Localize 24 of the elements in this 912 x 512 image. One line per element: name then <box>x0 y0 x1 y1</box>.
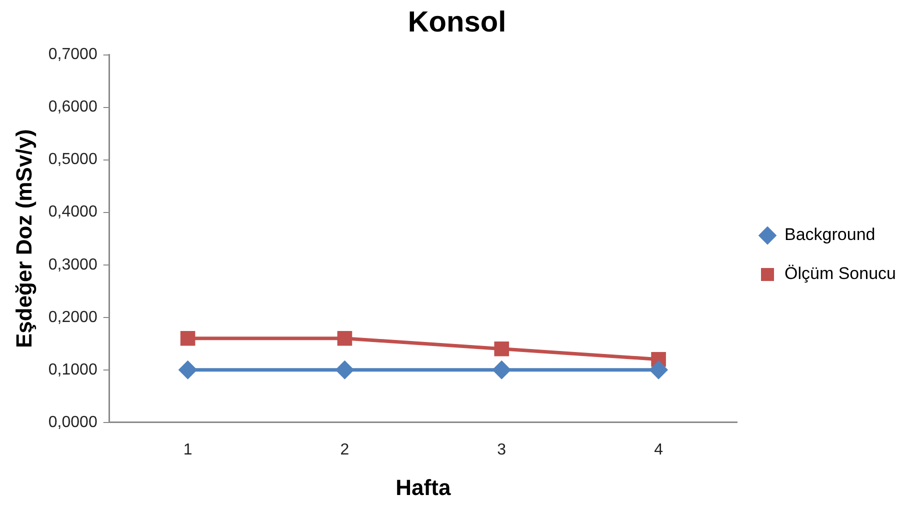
legend-label: Background <box>784 225 876 244</box>
x-tick-label: 2 <box>340 441 350 458</box>
point <box>336 361 354 379</box>
y-tick-label: 0,4000 <box>48 204 98 221</box>
point <box>492 361 510 379</box>
x-axis-title: Hafta <box>396 474 452 500</box>
point <box>179 361 197 379</box>
x-tick-label: 4 <box>654 441 664 458</box>
point <box>180 330 196 346</box>
y-tick-label: 0,0000 <box>48 414 98 431</box>
y-tick-label: 0,1000 <box>48 361 98 378</box>
y-tick-label: 0,3000 <box>48 256 98 274</box>
x-tick-label: 3 <box>497 441 506 458</box>
chart-title: Konsol <box>408 6 506 38</box>
y-tick-label: 0,7000 <box>48 46 98 64</box>
x-tick-label: 1 <box>183 441 192 458</box>
point <box>650 361 668 379</box>
point <box>337 330 352 346</box>
y-axis-title: Eşdeğer Doz (mSv/y) <box>11 129 36 348</box>
legend-label: Ölçüm Sonucu <box>784 264 896 284</box>
y-tick-label: 0,5000 <box>48 151 98 168</box>
y-tick-label: 0,6000 <box>48 98 98 116</box>
y-tick-label: 0,2000 <box>48 308 98 326</box>
point <box>494 341 510 356</box>
